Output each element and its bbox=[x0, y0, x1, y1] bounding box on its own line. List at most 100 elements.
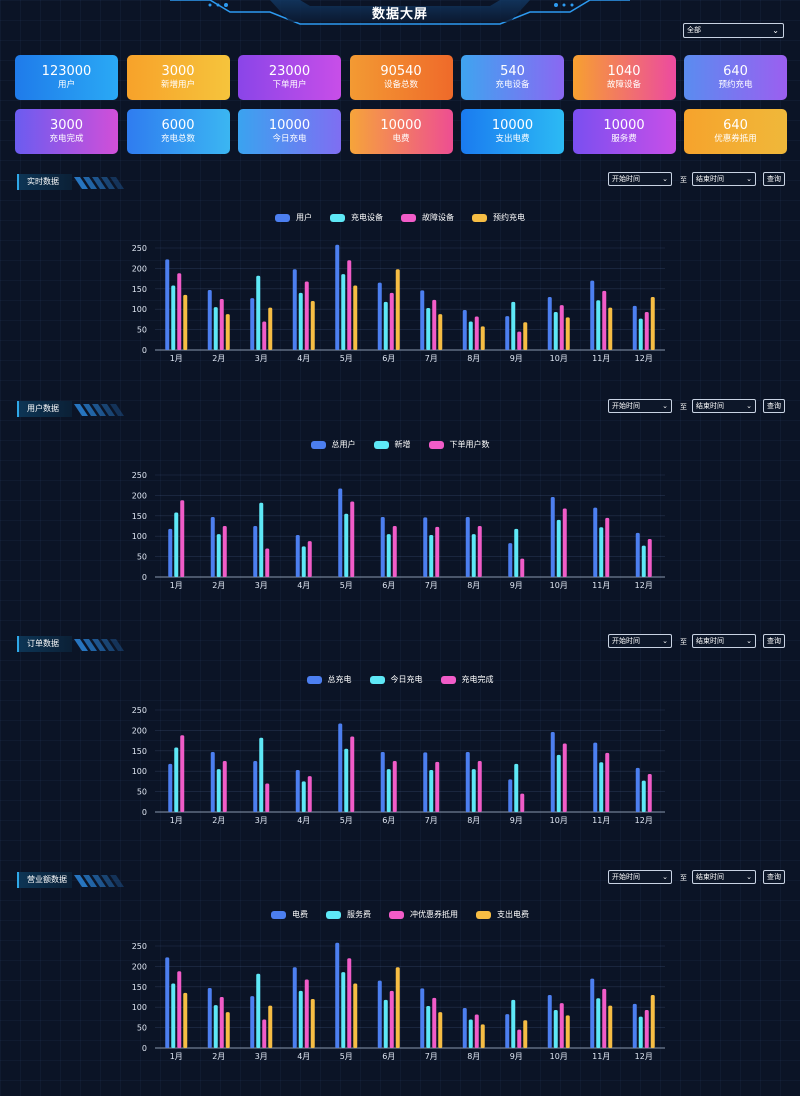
bar[interactable] bbox=[341, 972, 346, 1048]
bar[interactable] bbox=[213, 1005, 218, 1048]
stat-card[interactable]: 1040 故障设备 bbox=[572, 55, 676, 100]
bar[interactable] bbox=[511, 999, 516, 1048]
start-time-select[interactable]: 开始时间 ⌄ bbox=[608, 399, 672, 413]
bar[interactable] bbox=[596, 998, 601, 1048]
bar[interactable] bbox=[292, 967, 297, 1048]
bar[interactable] bbox=[207, 988, 212, 1048]
stat-card[interactable]: 3000 新增用户 bbox=[126, 55, 230, 100]
legend-item[interactable]: 充电设备 bbox=[330, 212, 383, 223]
bar[interactable] bbox=[341, 274, 346, 350]
bar[interactable] bbox=[429, 769, 434, 812]
bar[interactable] bbox=[225, 1012, 230, 1048]
stat-card[interactable]: 10000 今日充电 bbox=[238, 109, 341, 154]
bar[interactable] bbox=[432, 299, 437, 350]
legend-item[interactable]: 下单用户数 bbox=[428, 439, 490, 450]
bar[interactable] bbox=[477, 526, 482, 577]
bar[interactable] bbox=[438, 1012, 443, 1048]
bar[interactable] bbox=[256, 275, 261, 350]
bar[interactable] bbox=[174, 512, 179, 577]
bar[interactable] bbox=[335, 942, 340, 1048]
bar[interactable] bbox=[380, 752, 385, 812]
bar[interactable] bbox=[477, 761, 482, 812]
legend-item[interactable]: 故障设备 bbox=[401, 212, 454, 223]
bar[interactable] bbox=[350, 501, 355, 577]
bar[interactable] bbox=[392, 761, 397, 812]
bar[interactable] bbox=[520, 793, 525, 812]
bar[interactable] bbox=[550, 497, 555, 577]
bar[interactable] bbox=[641, 545, 646, 577]
query-button[interactable]: 查询 bbox=[763, 172, 785, 186]
legend-item[interactable]: 总充电 bbox=[306, 674, 352, 685]
bar[interactable] bbox=[389, 292, 394, 350]
end-time-select[interactable]: 结束时间 ⌄ bbox=[692, 172, 756, 186]
bar[interactable] bbox=[590, 978, 595, 1048]
bar[interactable] bbox=[553, 1010, 558, 1048]
bar[interactable] bbox=[644, 1010, 649, 1048]
bar[interactable] bbox=[426, 307, 431, 350]
bar[interactable] bbox=[207, 290, 212, 350]
bar[interactable] bbox=[222, 761, 227, 812]
bar[interactable] bbox=[650, 296, 655, 350]
stat-card[interactable]: 640 优惠券抵用 bbox=[684, 109, 787, 154]
bar[interactable] bbox=[383, 301, 388, 350]
stat-card[interactable]: 123000 用户 bbox=[15, 55, 118, 100]
bar[interactable] bbox=[383, 999, 388, 1048]
bar[interactable] bbox=[505, 316, 510, 350]
bar[interactable] bbox=[395, 967, 400, 1048]
bar[interactable] bbox=[420, 988, 425, 1048]
end-time-select[interactable]: 结束时间 ⌄ bbox=[692, 634, 756, 648]
bar[interactable] bbox=[432, 997, 437, 1048]
bar[interactable] bbox=[256, 973, 261, 1048]
bar[interactable] bbox=[647, 774, 652, 812]
bar[interactable] bbox=[547, 296, 552, 350]
legend-item[interactable]: 支出电费 bbox=[476, 909, 529, 920]
bar[interactable] bbox=[438, 314, 443, 350]
bar[interactable] bbox=[514, 528, 519, 577]
bar[interactable] bbox=[632, 1003, 637, 1048]
bar[interactable] bbox=[395, 269, 400, 350]
bar[interactable] bbox=[171, 983, 176, 1048]
bar[interactable] bbox=[177, 273, 182, 350]
legend-item[interactable]: 服务费 bbox=[326, 909, 371, 920]
bar[interactable] bbox=[250, 996, 255, 1048]
bar[interactable] bbox=[599, 762, 604, 812]
bar[interactable] bbox=[565, 1015, 570, 1048]
legend-item[interactable]: 预约充电 bbox=[472, 212, 525, 223]
bar[interactable] bbox=[183, 992, 188, 1048]
bar[interactable] bbox=[471, 534, 476, 577]
query-button[interactable]: 查询 bbox=[763, 870, 785, 884]
bar[interactable] bbox=[259, 737, 264, 812]
bar[interactable] bbox=[508, 543, 513, 577]
bar[interactable] bbox=[474, 316, 479, 350]
bar[interactable] bbox=[468, 1019, 473, 1048]
bar[interactable] bbox=[183, 294, 188, 350]
bar[interactable] bbox=[650, 994, 655, 1048]
bar[interactable] bbox=[389, 990, 394, 1048]
legend-item[interactable]: 用户 bbox=[275, 212, 312, 223]
bar[interactable] bbox=[298, 990, 303, 1048]
bar[interactable] bbox=[635, 532, 640, 577]
bar[interactable] bbox=[353, 983, 358, 1048]
bar[interactable] bbox=[465, 752, 470, 812]
bar[interactable] bbox=[268, 1005, 273, 1048]
bar[interactable] bbox=[638, 318, 643, 350]
bar[interactable] bbox=[174, 747, 179, 812]
bar[interactable] bbox=[523, 322, 528, 350]
bar[interactable] bbox=[210, 752, 215, 812]
bar[interactable] bbox=[641, 780, 646, 812]
bar[interactable] bbox=[505, 1014, 510, 1048]
bar[interactable] bbox=[547, 994, 552, 1048]
bar[interactable] bbox=[462, 310, 467, 350]
bar[interactable] bbox=[605, 752, 610, 812]
stat-card[interactable]: 6000 充电总数 bbox=[126, 109, 230, 154]
bar[interactable] bbox=[307, 541, 312, 577]
bar[interactable] bbox=[177, 971, 182, 1048]
bar[interactable] bbox=[550, 732, 555, 812]
legend-item[interactable]: 充电完成 bbox=[440, 674, 494, 685]
bar[interactable] bbox=[350, 736, 355, 812]
legend-item[interactable]: 新增 bbox=[373, 439, 411, 450]
bar[interactable] bbox=[602, 988, 607, 1048]
bar[interactable] bbox=[644, 312, 649, 350]
bar[interactable] bbox=[386, 769, 391, 812]
bar[interactable] bbox=[292, 269, 297, 350]
